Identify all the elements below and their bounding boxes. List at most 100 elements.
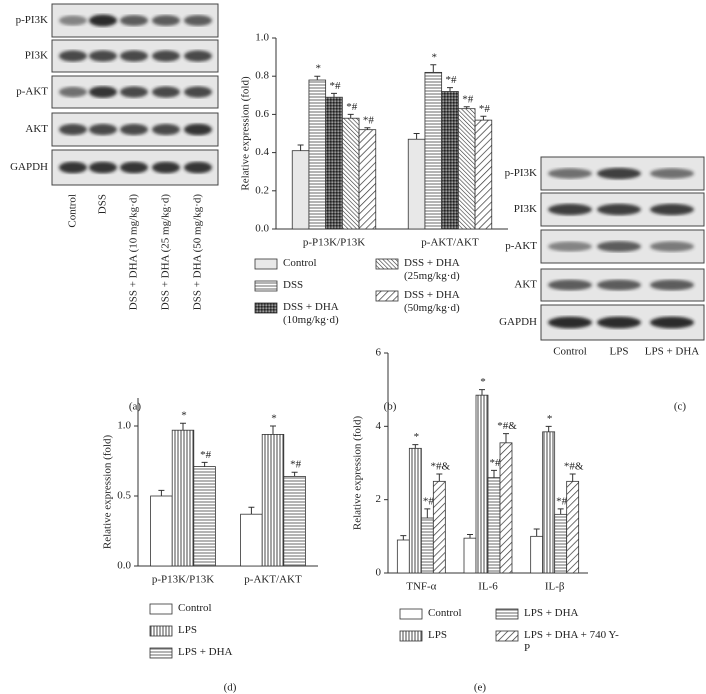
bar — [566, 480, 580, 574]
blot-row-label: PI3K — [514, 203, 537, 215]
x-tick-label: p-AKT/AKT — [421, 237, 479, 249]
legend-label: LPS + DHA — [178, 646, 233, 658]
legend-label-box: LPS + DHA — [524, 607, 579, 619]
panel-label: (d) — [224, 682, 237, 694]
legend-swatch — [495, 630, 519, 642]
legend-label-box: LPS + DHA — [178, 646, 233, 658]
blot-row-label: PI3K — [25, 50, 48, 62]
legend-swatch — [254, 258, 278, 270]
blot-lane-label: Control — [553, 346, 587, 358]
significance-label: *# — [556, 495, 568, 507]
error-bar — [533, 528, 540, 537]
error-bar — [158, 489, 165, 496]
y-tick-label: 0.8 — [255, 70, 269, 82]
blot-band — [597, 279, 641, 291]
blot-band — [152, 86, 180, 98]
bar — [441, 91, 459, 230]
blot-band — [59, 123, 87, 136]
legend-swatch — [254, 302, 278, 314]
x-tick-label: IL-β — [545, 581, 565, 593]
bar — [358, 129, 377, 230]
bar — [193, 466, 216, 567]
y-tick-label: 0.6 — [255, 108, 269, 120]
bar — [474, 119, 493, 230]
significance-label: * — [181, 410, 187, 422]
bar — [554, 513, 568, 574]
bar — [150, 495, 173, 567]
blot-band — [650, 168, 694, 179]
y-tick-label: 2 — [376, 493, 382, 505]
significance-label: * — [432, 51, 438, 63]
blot-band — [89, 50, 117, 62]
y-axis-label: Relative expression (fold) — [102, 435, 114, 550]
legend-label-box: Control — [428, 607, 462, 619]
legend-label: LPS — [178, 624, 197, 636]
y-axis-label: Relative expression (fold) — [352, 416, 364, 531]
blot-band — [184, 15, 212, 26]
error-bar — [480, 115, 487, 121]
blot-band — [120, 15, 148, 26]
significance-label: *#& — [497, 420, 517, 432]
blot-band — [120, 123, 148, 136]
panel-label: (b) — [384, 401, 397, 413]
bar — [432, 480, 446, 574]
significance-label: *# — [462, 93, 474, 105]
legend-label: Control — [428, 607, 462, 619]
bar — [499, 442, 513, 574]
legend-label-box: Control — [178, 602, 212, 614]
error-bar — [412, 444, 419, 449]
error-bar — [364, 127, 371, 130]
error-bar — [491, 469, 497, 478]
blot-band — [89, 86, 117, 98]
significance-label: *#& — [564, 461, 584, 473]
blot-row-label: p-PI3K — [16, 14, 48, 26]
legend-label: DSS + DHA (50mg/kg·d) — [404, 289, 460, 314]
blot-band — [650, 203, 694, 216]
blot-row-label: p-AKT — [505, 240, 537, 252]
error-bar — [270, 425, 276, 435]
error-bar — [569, 473, 576, 482]
blot-band — [59, 86, 87, 98]
error-bar — [436, 473, 443, 482]
x-tick-label: p-P13K/P13K — [303, 237, 365, 249]
legend-label-box: LPS — [428, 629, 447, 641]
bar — [171, 429, 195, 567]
significance-label: *#& — [431, 461, 451, 473]
blot-lane-label: DSS — [97, 194, 109, 214]
blot-band — [184, 86, 212, 98]
panel-label: (e) — [474, 682, 487, 694]
blot-band — [89, 14, 117, 27]
legend-label: LPS + DHA — [524, 607, 579, 619]
legend-label-box: Control — [283, 257, 317, 269]
bar — [283, 475, 306, 567]
bar — [420, 517, 434, 574]
y-tick-label: 1.0 — [255, 32, 269, 44]
blot-row-label: AKT — [25, 123, 48, 135]
significance-label: *# — [290, 459, 302, 471]
significance-label: * — [414, 431, 420, 443]
blot-row-label: GAPDH — [499, 316, 537, 328]
blot-row-label: GAPDH — [10, 161, 48, 173]
blot-band — [59, 15, 87, 26]
blot-band — [548, 279, 592, 291]
error-bar — [447, 87, 453, 92]
blot-band — [152, 15, 180, 26]
error-bar — [291, 471, 298, 477]
blot-row-label: p-AKT — [16, 86, 48, 98]
significance-label: *# — [490, 457, 502, 469]
blot-band — [120, 161, 148, 174]
significance-label: * — [547, 413, 553, 425]
bar — [530, 535, 544, 574]
error-bar — [467, 534, 473, 539]
error-bar — [463, 106, 470, 109]
legend-label: Control — [178, 602, 212, 614]
significance-label: * — [316, 63, 322, 75]
y-tick-label: 4 — [376, 420, 382, 432]
significance-label: *# — [446, 74, 458, 86]
bar — [396, 539, 410, 574]
error-bar — [314, 75, 321, 81]
significance-label: * — [271, 413, 277, 425]
panel-label: (c) — [674, 401, 687, 413]
bar — [463, 537, 477, 574]
